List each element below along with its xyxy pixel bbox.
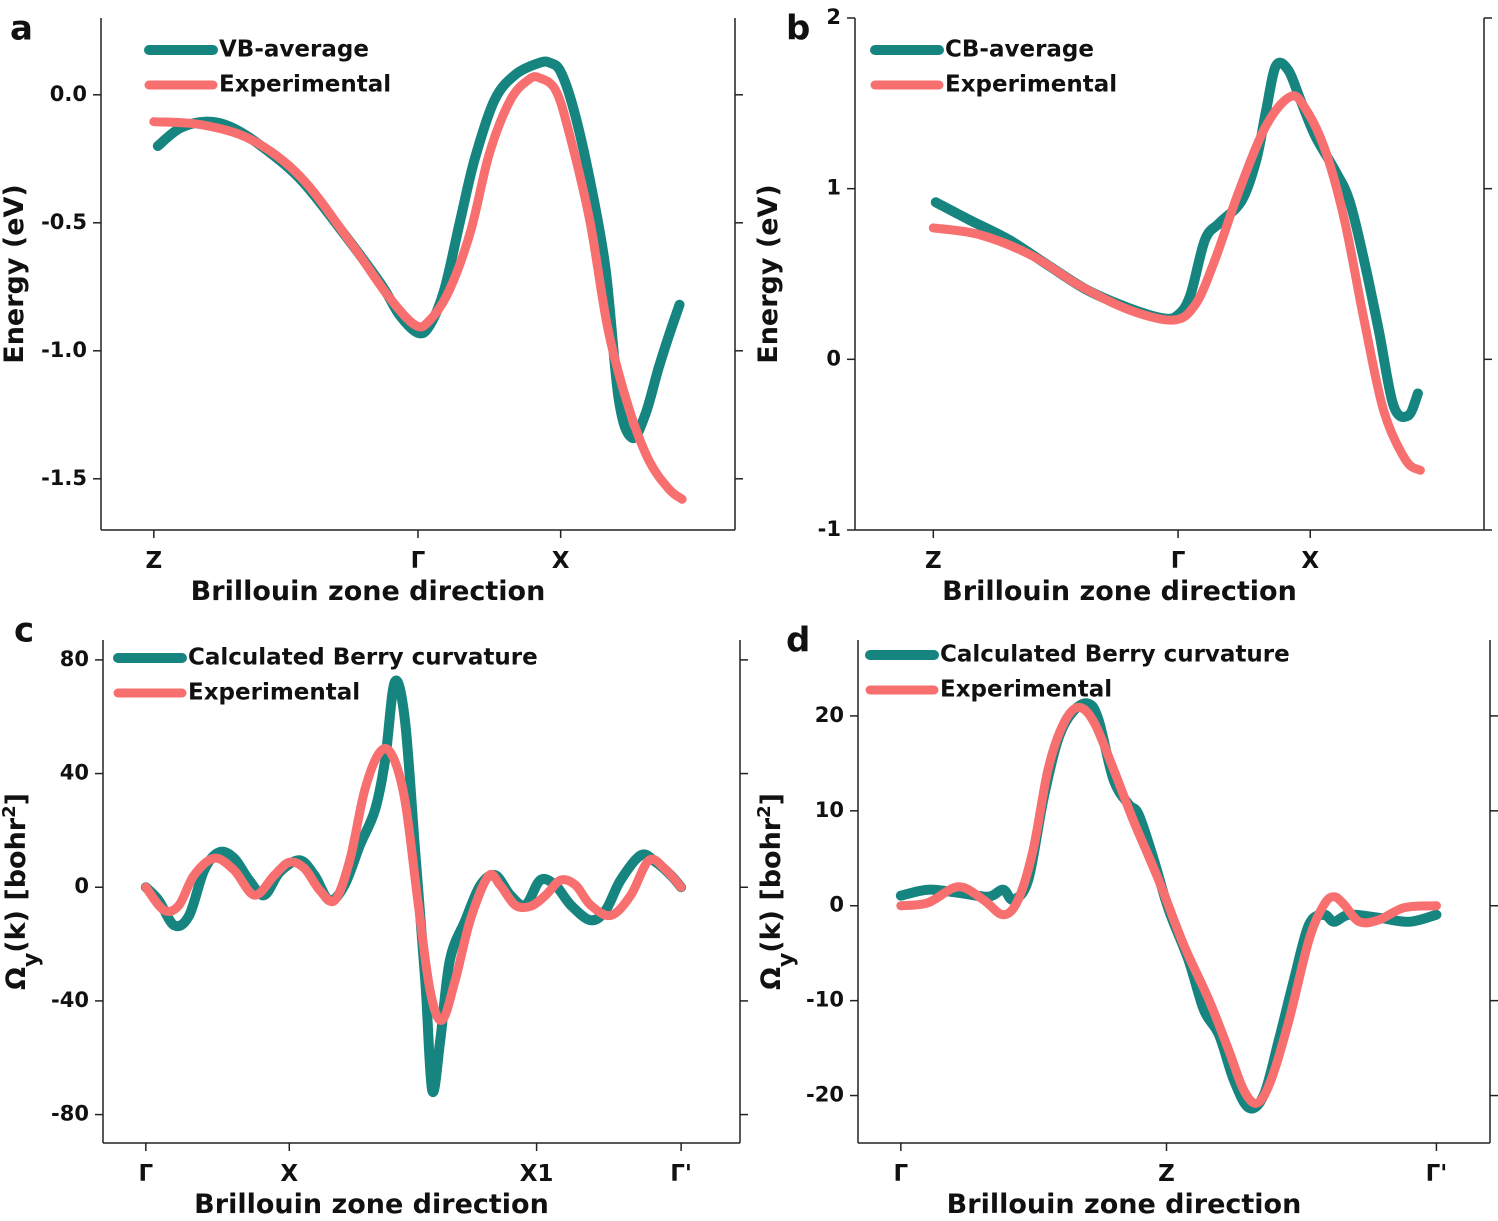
y-tick-label: -1.0 — [41, 338, 87, 362]
x-tick-label: Γ' — [1426, 1161, 1448, 1187]
y-axis-label: Ωy(k) [bohr2] — [0, 793, 44, 990]
series-line — [141, 743, 686, 1025]
legend-label: Calculated Berry curvature — [940, 642, 1290, 668]
series-line — [928, 91, 1425, 475]
legend-label: VB-average — [219, 37, 369, 63]
x-tick-label: Z — [145, 548, 162, 574]
x-tick-label: X1 — [520, 1161, 554, 1187]
y-axis-label-part: y — [774, 953, 799, 967]
panel-label: b — [786, 9, 810, 49]
y-tick-label: 40 — [60, 761, 89, 785]
y-tick-label: -80 — [51, 1102, 89, 1126]
y-axis-label-part: (k) [bohr — [1, 817, 32, 952]
x-tick-label: Γ' — [670, 1161, 692, 1187]
y-axis-label-part: y — [19, 953, 44, 967]
y-axis-label-part: Ω — [756, 967, 787, 990]
y-tick-label: -10 — [806, 988, 844, 1012]
y-axis-label-part: ] — [1, 793, 32, 805]
x-axis-label: Brillouin zone direction — [191, 576, 546, 607]
x-tick-label: Γ — [1171, 548, 1186, 574]
x-tick-label: Z — [1158, 1161, 1175, 1187]
y-tick-label: 80 — [60, 647, 89, 671]
y-axis-label: Energy (eV) — [0, 184, 30, 364]
x-axis-label: Brillouin zone direction — [942, 576, 1297, 607]
y-tick-label: -1 — [818, 517, 841, 541]
y-tick-label: -40 — [51, 988, 89, 1012]
panel-label: c — [14, 611, 34, 651]
legend-label: Experimental — [945, 72, 1117, 98]
legend-label: CB-average — [945, 37, 1094, 63]
y-axis-label-part: 2 — [0, 805, 20, 818]
legend-label: Experimental — [188, 680, 360, 706]
legend-label: Experimental — [219, 72, 391, 98]
series-line — [152, 56, 685, 444]
legend-label: Experimental — [940, 677, 1112, 703]
y-tick-label: 20 — [815, 703, 844, 727]
panel: c -80 -40 0 40 80 Γ X X1 Γ' Brillouin zone directi… — [0, 611, 748, 1220]
y-tick-label: -0.5 — [41, 210, 87, 234]
x-tick-label: Z — [925, 548, 942, 574]
x-tick-label: X — [280, 1161, 298, 1187]
y-axis-label-part: ] — [756, 793, 787, 805]
x-axis-label: Brillouin zone direction — [194, 1189, 549, 1220]
x-tick-label: X — [552, 548, 570, 574]
y-axis-label-part: (k) [bohr — [756, 817, 787, 952]
y-tick-label: -1.5 — [41, 466, 87, 490]
panel-label: a — [10, 9, 33, 49]
y-tick-label: 1 — [826, 176, 841, 200]
y-tick-label: 0 — [826, 346, 841, 370]
x-tick-label: Γ — [894, 1161, 909, 1187]
y-tick-label: 0 — [829, 893, 844, 917]
y-tick-label: 10 — [815, 798, 844, 822]
legend-label: Calculated Berry curvature — [188, 645, 538, 671]
x-tick-label: X — [1301, 548, 1319, 574]
panel-label: d — [786, 621, 810, 661]
series-line — [149, 72, 687, 504]
y-tick-label: 0 — [74, 874, 89, 898]
y-axis-label: Energy (eV) — [753, 184, 784, 364]
y-tick-label: 0.0 — [50, 82, 87, 106]
x-axis-label: Brillouin zone direction — [947, 1189, 1302, 1220]
series-line — [896, 702, 1441, 1108]
y-axis-label: Ωy(k) [bohr2] — [754, 793, 799, 990]
x-tick-label: Γ — [411, 548, 426, 574]
x-tick-label: Γ — [138, 1161, 153, 1187]
y-axis-label-part: Ω — [1, 967, 32, 990]
panel: d -20 -10 0 10 20 Γ Z Γ' Brillouin zone direction… — [754, 621, 1498, 1220]
y-tick-label: -20 — [806, 1083, 844, 1107]
y-axis-label-part: 2 — [754, 805, 775, 818]
y-tick-label: 2 — [826, 5, 841, 29]
